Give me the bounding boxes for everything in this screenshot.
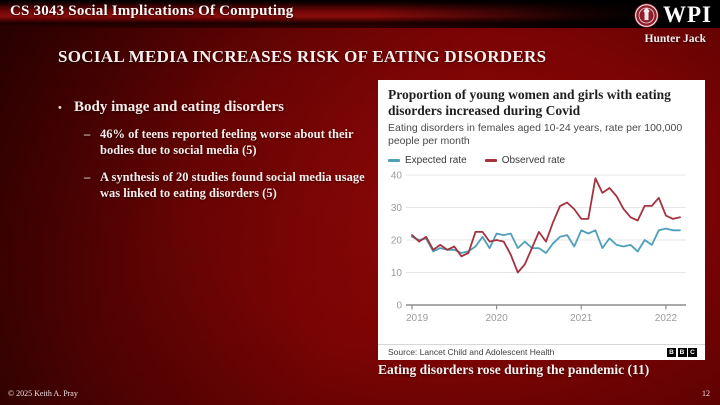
bullet-item: • Body image and eating disorders xyxy=(58,99,366,116)
bbc-logo-block: B xyxy=(677,347,687,357)
legend-item-observed: Observed rate xyxy=(484,155,566,167)
bullet-marker-icon: • xyxy=(58,102,62,114)
observed-rate-swatch-icon xyxy=(484,159,497,162)
expected-rate-swatch-icon xyxy=(388,159,400,162)
dash-marker-icon: – xyxy=(84,127,91,141)
copyright: © 2025 Keith A. Pray xyxy=(8,389,78,398)
svg-text:30: 30 xyxy=(391,203,403,214)
author-name: Hunter Jack xyxy=(644,33,706,45)
bbc-logo-block: C xyxy=(688,347,697,357)
svg-text:40: 40 xyxy=(391,171,403,182)
chart-source-bar: Source: Lancet Child and Adolescent Heal… xyxy=(378,344,705,360)
page-number: 12 xyxy=(702,389,710,398)
header-bar: CS 3043 Social Implications Of Computing… xyxy=(0,0,720,28)
bullet-item: – A synthesis of 20 studies found social… xyxy=(58,169,366,202)
svg-text:10: 10 xyxy=(391,268,403,279)
bullet-item: – 46% of teens reported feeling worse ab… xyxy=(58,126,366,159)
bullet-list: • Body image and eating disorders – 46% … xyxy=(58,99,366,201)
course-title: CS 3043 Social Implications Of Computing xyxy=(10,3,294,19)
chart-source-text: Source: Lancet Child and Adolescent Heal… xyxy=(388,347,555,357)
svg-text:2021: 2021 xyxy=(570,313,593,324)
bullet-text: 46% of teens reported feeling worse abou… xyxy=(100,127,354,158)
chart-title: Proportion of young women and girls with… xyxy=(388,87,671,118)
wpi-logo: WPI xyxy=(634,2,712,28)
slide-title: SOCIAL MEDIA INCREASES RISK OF EATING DI… xyxy=(58,47,547,66)
bullet-text: Body image and eating disorders xyxy=(74,99,285,115)
svg-text:2020: 2020 xyxy=(486,313,509,324)
dash-marker-icon: – xyxy=(84,169,91,184)
line-chart: 0 10 20 30 40 2019 2020 2021 2022 xyxy=(391,171,686,324)
legend-item-expected: Expected rate xyxy=(388,155,467,166)
chart-subtitle: Eating disorders in females aged 10-24 y… xyxy=(388,121,683,147)
svg-text:0: 0 xyxy=(396,301,402,312)
legend-label: Observed rate xyxy=(501,155,566,167)
svg-text:2019: 2019 xyxy=(406,313,429,324)
bullet-text: A synthesis of 20 studies found social m… xyxy=(100,169,365,200)
chart-legend: Expected rate Observed rate xyxy=(388,155,695,166)
chart-caption: Eating disorders rose during the pandemi… xyxy=(378,362,650,377)
wpi-logo-text: WPI xyxy=(663,2,712,27)
svg-text:20: 20 xyxy=(391,236,403,247)
svg-text:2022: 2022 xyxy=(655,313,678,324)
wpi-seal-icon xyxy=(634,2,659,28)
bbc-logo-block: B xyxy=(667,347,676,357)
chart-panel: Proportion of young women and girls with… xyxy=(378,80,705,360)
legend-label: Expected rate xyxy=(405,155,467,167)
